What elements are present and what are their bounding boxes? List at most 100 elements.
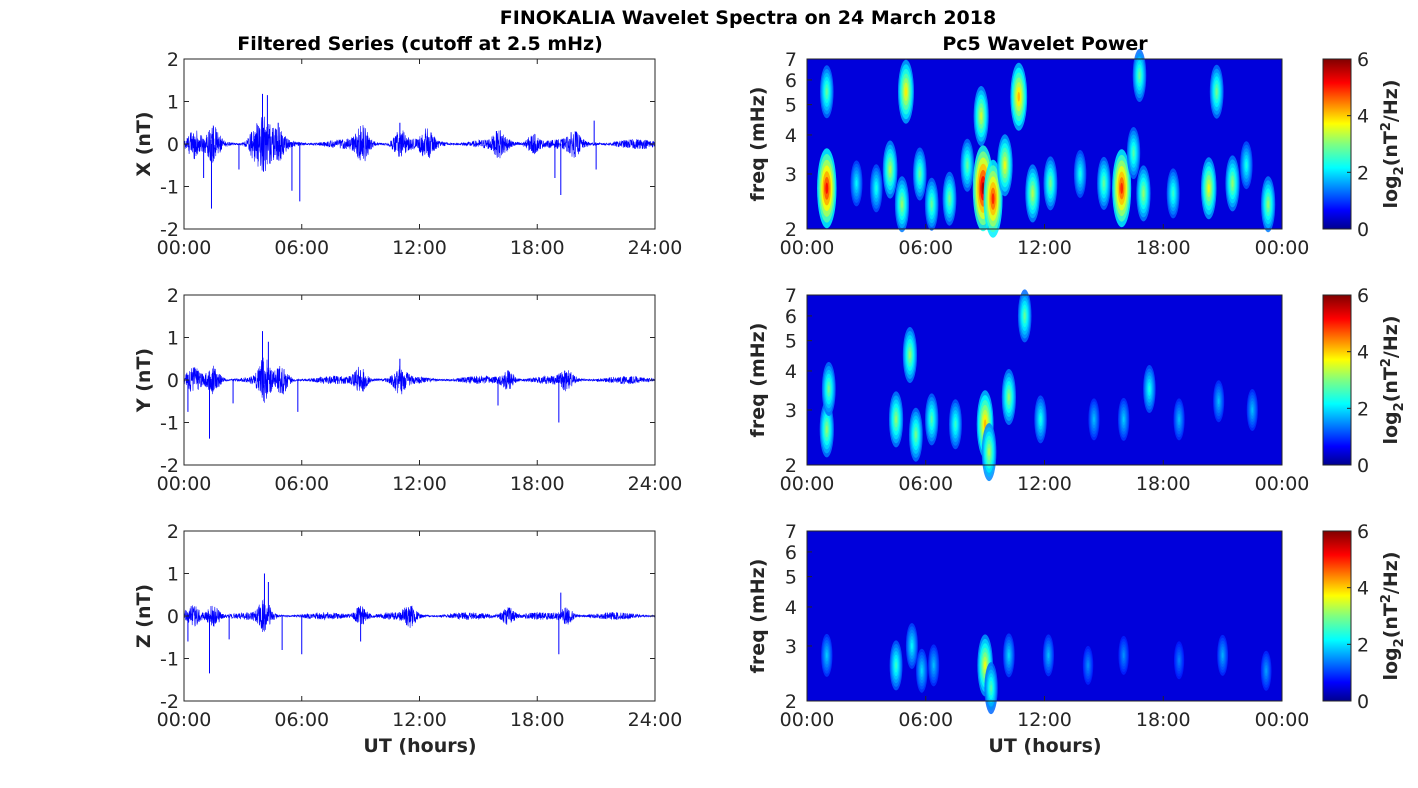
colorbar-tick-label: 2 [1357,634,1369,656]
xtick-label: 12:00 [392,473,447,495]
power-blob [894,176,910,233]
power-blob [1025,164,1040,223]
ytick-label: 7 [785,521,797,543]
power-blob [908,407,923,462]
xtick-label: 06:00 [898,237,953,259]
ytick-label: -2 [160,691,179,713]
xtick-label: 00:00 [157,473,212,495]
power-blob [1166,168,1180,219]
ytick-label: 3 [785,164,797,186]
power-blob [819,401,834,458]
ytick-label: 0 [167,134,179,156]
heatmap-background [807,531,1282,701]
blob-level [895,661,897,669]
colorbar-gradient [1323,59,1351,229]
blob-level [889,165,892,174]
blob-level [991,193,995,205]
power-blob [1136,165,1151,222]
blob-level [932,662,935,669]
blob-level [990,684,993,692]
blob-level [914,430,917,439]
power-blob [960,138,975,192]
blob-level [988,447,991,457]
ytick-label: -1 [160,649,179,671]
blob-level [1023,312,1026,320]
colorbar-gradient [1323,531,1351,701]
ytick-label: -1 [160,177,179,199]
xtick-label: 24:00 [628,709,683,731]
blob-level [1122,652,1125,659]
power-blob [949,399,962,450]
colorbar-tick-label: 0 [1357,219,1369,241]
blob-level [1031,189,1034,198]
xtick-label: 06:00 [274,237,329,259]
xtick-label: 18:00 [1136,709,1191,731]
colorbar: 6 4 2 0 log2(nT2/Hz) [1322,521,1407,713]
blob-level [1017,91,1020,102]
blob-level [1217,398,1220,405]
xtick-label: 00:00 [780,473,835,495]
power-blob [1143,365,1156,414]
power-blob [888,391,904,448]
blob-level [825,182,829,194]
colorbar-tick-label: 2 [1357,398,1369,420]
colorbar-gradient [1323,295,1351,465]
blob-level [900,200,904,209]
blob-level [930,200,933,209]
power-blob [1126,127,1141,180]
power-blob [1034,395,1047,444]
power-blob [1213,380,1225,423]
power-blob [897,59,914,124]
xtick-label: 06:00 [898,473,953,495]
ytick-label: 2 [785,219,797,241]
ytick-label: 5 [785,95,797,117]
power-blob [882,140,898,199]
xtick-label: 00:00 [157,709,212,731]
blob-level [1267,200,1270,209]
colorbar-label: log2(nT2/Hz) [1379,79,1407,208]
trace-line [183,116,656,172]
ylabel: freq (mHz) [747,87,769,202]
power-blob [817,148,837,229]
blob-level [855,180,858,187]
ytick-label: 4 [785,597,797,619]
blob-level [1093,416,1095,423]
ytick-label: 6 [785,306,797,328]
xtick-label: 18:00 [510,237,565,259]
right-column-title: Pc5 Wavelet Power [942,33,1148,55]
blob-level [1221,652,1224,659]
power-blob [905,622,918,669]
power-blob [1017,289,1032,343]
power-blob [1173,398,1185,441]
blob-level [825,425,828,434]
xtick-label: 18:00 [510,709,565,731]
power-blob [1225,155,1240,212]
trace-line [183,357,656,403]
ytick-label: 3 [785,636,797,658]
power-blob [1088,398,1100,441]
xtick-label: 18:00 [1136,237,1191,259]
blob-level [875,184,878,192]
power-blob [913,147,927,201]
ytick-label: -2 [160,219,179,241]
power-blob [997,134,1013,197]
colorbar-tick-label: 4 [1357,578,1369,600]
power-blob [1246,388,1258,431]
ytick-label: 1 [167,92,179,114]
blob-level [1120,182,1124,194]
figure-title: FINOKALIA Wavelet Spectra on 24 March 20… [500,7,996,29]
colorbar-frame [1322,294,1352,466]
ytick-label: 4 [785,125,797,147]
blob-level [1003,160,1007,170]
power-blob [1001,369,1016,426]
ytick-label: 5 [785,331,797,353]
blob-level [920,667,923,674]
blob-level [825,87,828,96]
power-blob [870,164,883,213]
ytick-label: 2 [167,285,179,307]
ylabel: freq (mHz) [747,559,769,674]
ytick-label: 5 [785,567,797,589]
blob-level [1008,652,1010,659]
